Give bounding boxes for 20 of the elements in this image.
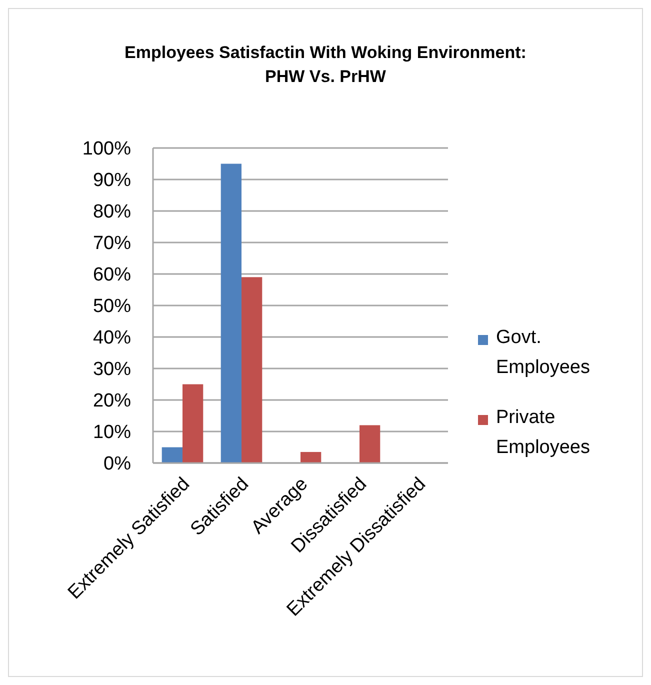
y-tick-label: 40% — [92, 328, 132, 349]
legend-label: Private Employees — [496, 407, 590, 458]
y-tick-label: 80% — [92, 202, 132, 223]
bar — [300, 452, 322, 463]
bar — [242, 277, 262, 463]
y-tick-label: 100% — [82, 138, 132, 160]
y-tick-label: 20% — [92, 390, 132, 412]
y-tick-label: 90% — [92, 170, 132, 192]
bar — [360, 425, 380, 463]
chart-title: Employees Satisfactin With Woking Environment: PHW Vs. PrHW — [124, 43, 526, 86]
bar — [220, 164, 242, 463]
bar — [162, 447, 182, 463]
y-tick-label: 50% — [92, 296, 132, 318]
bar — [182, 384, 204, 463]
y-tick-label: 0% — [104, 454, 132, 475]
y-tick-label: 10% — [92, 422, 132, 444]
y-tick-label: 60% — [92, 264, 132, 286]
legend-label: Govt. Employees — [496, 327, 590, 378]
y-tick-label: 70% — [92, 233, 132, 254]
y-tick-label: 30% — [92, 359, 132, 380]
